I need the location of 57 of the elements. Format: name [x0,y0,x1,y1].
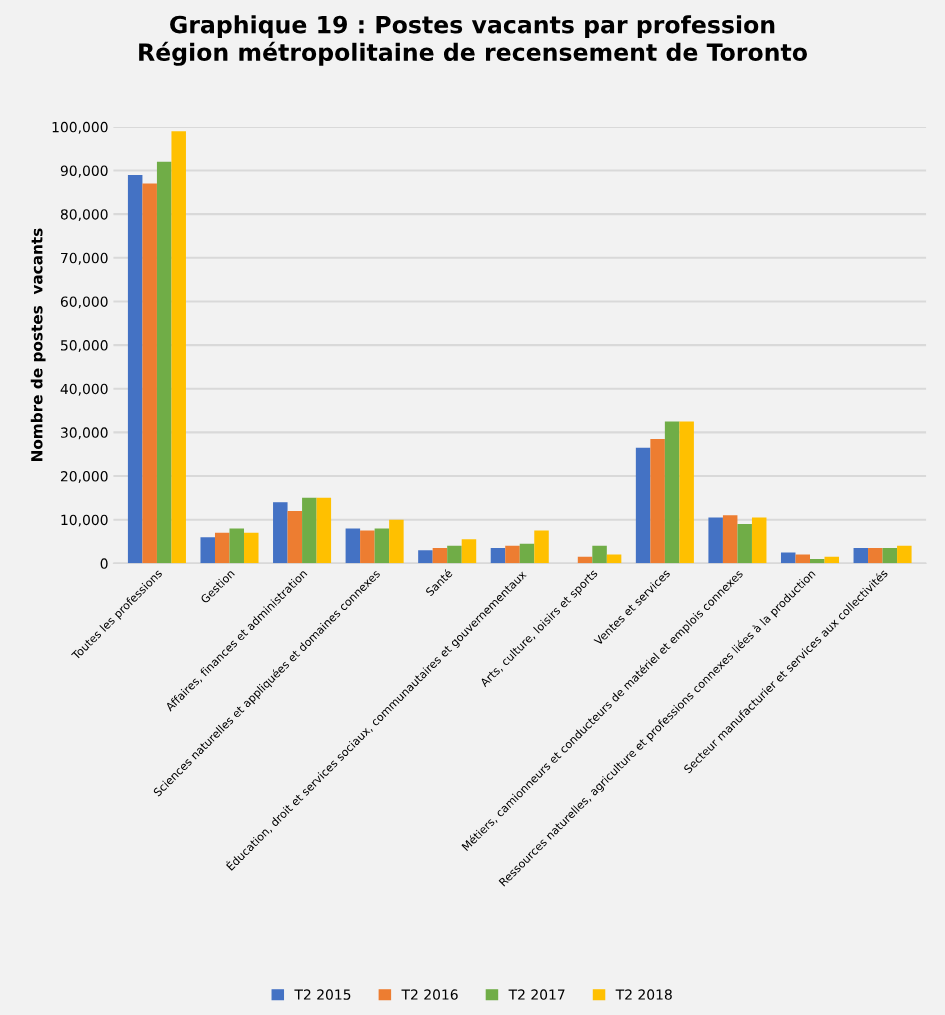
bar [127,174,143,564]
y-tick-label: 20,000 [60,471,108,483]
bar [447,545,462,564]
bar [897,545,912,564]
bar [214,532,230,564]
legend-label: T2 2018 [615,989,672,1000]
bar [360,530,375,564]
y-tick-label: 50,000 [61,340,108,352]
bar [244,532,259,564]
bar [156,161,172,564]
bar [664,421,680,564]
chart-title: Graphique 19 : Postes vacants par profession Région métropolitaine de recensement de Toronto [139,15,807,66]
y-tick-label: 30,000 [61,427,108,440]
bar [374,528,390,564]
bar [490,548,506,564]
bar [171,131,186,564]
bar [679,421,694,564]
bar [882,548,898,564]
y-axis-title: Nombre de postes vacants [30,228,46,462]
y-tick-label: 60,000 [60,296,108,309]
bar [780,552,796,564]
y-tick-label: 10,000 [61,514,108,527]
bar [751,517,767,564]
bar [505,545,520,564]
bar [737,524,752,564]
bar [853,548,869,564]
bar [418,550,433,564]
y-tick-label: 100,000 [52,121,108,134]
bar [287,510,303,564]
bar [316,497,332,564]
bar [795,554,810,564]
bar [650,438,665,564]
bar [635,447,651,564]
y-tick-label: 70,000 [61,252,108,265]
bar [534,530,549,564]
legend-label: T2 2016 [401,989,458,1000]
bar [722,515,738,564]
bar [273,502,288,564]
legend-label: T2 2017 [508,989,565,1000]
legend-label: T2 2015 [294,989,351,1000]
y-tick-label: 80,000 [60,209,108,222]
y-tick-label: 0 [100,558,108,569]
bar [345,528,361,564]
y-tick-label: 90,000 [60,165,108,178]
bar [142,183,157,564]
bar [432,548,448,564]
bar [389,519,404,564]
bar [868,548,883,564]
bar [592,545,607,564]
bar [519,543,535,564]
bar [810,558,825,564]
y-tick-label: 40,000 [60,383,108,396]
bar [461,539,477,564]
bar [229,528,245,564]
bar [302,497,317,564]
bar [708,517,723,564]
bar [200,537,215,564]
